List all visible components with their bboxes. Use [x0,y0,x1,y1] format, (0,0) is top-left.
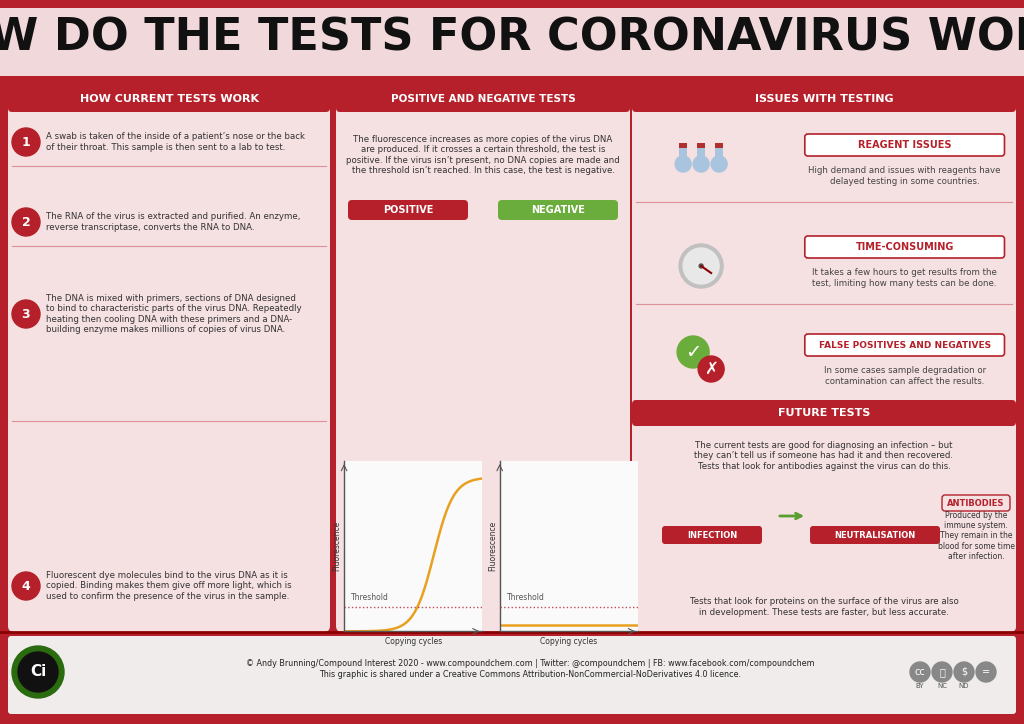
FancyBboxPatch shape [805,158,1005,194]
Text: TIME-CONSUMING: TIME-CONSUMING [855,242,953,252]
FancyBboxPatch shape [348,200,468,220]
FancyBboxPatch shape [8,636,1016,714]
Bar [715,143,723,148]
FancyBboxPatch shape [632,400,1016,426]
FancyBboxPatch shape [8,86,330,112]
FancyBboxPatch shape [632,86,1016,112]
Text: INFECTION: INFECTION [687,531,737,539]
Circle shape [12,300,40,328]
Text: REAGENT ISSUES: REAGENT ISSUES [858,140,951,150]
Circle shape [679,244,723,288]
Bar [0,0,1024,76]
FancyBboxPatch shape [805,134,1005,156]
Circle shape [677,336,709,368]
Text: $: $ [961,667,967,677]
Bar [697,143,706,148]
Circle shape [12,572,40,600]
Text: HOW CURRENT TESTS WORK: HOW CURRENT TESTS WORK [80,94,258,104]
Text: 4: 4 [22,579,31,592]
Text: Tests that look for proteins on the surface of the virus are also
in development: Tests that look for proteins on the surf… [689,597,958,617]
Text: Ci: Ci [30,665,46,680]
FancyBboxPatch shape [8,86,330,632]
Bar [0,0,1024,8]
Text: The current tests are good for diagnosing an infection – but
they can’t tell us : The current tests are good for diagnosin… [694,441,953,471]
Text: NEGATIVE: NEGATIVE [531,205,585,215]
Text: =: = [982,667,990,677]
Text: Threshold: Threshold [507,594,545,602]
X-axis label: Copying cycles: Copying cycles [385,637,441,646]
Bar [0,632,1024,724]
Bar [679,144,687,164]
Circle shape [12,128,40,156]
Bar [8,114,330,156]
Text: ANTIBODIES: ANTIBODIES [947,499,1005,508]
Bar [0,76,1024,86]
Text: The RNA of the virus is extracted and purified. An enzyme,
reverse transcriptase: The RNA of the virus is extracted and pu… [46,212,300,232]
Circle shape [932,662,952,682]
FancyBboxPatch shape [805,358,1005,394]
Text: ND: ND [958,683,970,689]
FancyBboxPatch shape [632,350,1016,632]
Circle shape [910,662,930,682]
Circle shape [12,208,40,236]
Text: Threshold: Threshold [351,594,389,602]
FancyBboxPatch shape [336,86,630,632]
Text: ISSUES WITH TESTING: ISSUES WITH TESTING [755,94,893,104]
FancyBboxPatch shape [662,526,762,544]
FancyBboxPatch shape [805,236,1005,258]
Text: 3: 3 [22,308,31,321]
Text: ⓘ: ⓘ [939,667,945,677]
Bar [697,144,706,164]
Text: FUTURE TESTS: FUTURE TESTS [778,408,870,418]
Text: HOW DO THE TESTS FOR CORONAVIRUS WORK?: HOW DO THE TESTS FOR CORONAVIRUS WORK? [0,17,1024,59]
Bar [679,143,687,148]
Bar [715,144,723,164]
Text: The DNA is mixed with primers, sections of DNA designed
to bind to characteristi: The DNA is mixed with primers, sections … [46,294,302,334]
Y-axis label: Fluorescence: Fluorescence [332,521,341,571]
Circle shape [698,356,724,382]
Text: FALSE POSITIVES AND NEGATIVES: FALSE POSITIVES AND NEGATIVES [818,340,990,350]
FancyBboxPatch shape [942,495,1010,511]
Circle shape [18,652,58,692]
Text: POSITIVE: POSITIVE [383,205,433,215]
Text: Fluorescent dye molecules bind to the virus DNA as it is
copied. Binding makes t: Fluorescent dye molecules bind to the vi… [46,571,292,601]
Text: 1: 1 [22,135,31,148]
FancyBboxPatch shape [336,86,630,112]
Text: © Andy Brunning/Compound Interest 2020 - www.compoundchem.com | Twitter: @compou: © Andy Brunning/Compound Interest 2020 -… [246,660,814,678]
X-axis label: Copying cycles: Copying cycles [541,637,597,646]
Circle shape [693,156,709,172]
Text: NC: NC [937,683,947,689]
Circle shape [12,646,63,698]
Text: It takes a few hours to get results from the
test, limiting how many tests can b: It takes a few hours to get results from… [812,269,997,287]
FancyBboxPatch shape [640,428,1008,484]
Text: POSITIVE AND NEGATIVE TESTS: POSITIVE AND NEGATIVE TESTS [390,94,575,104]
Circle shape [954,662,974,682]
Circle shape [699,264,703,268]
Circle shape [675,156,691,172]
Text: High demand and issues with reagents have
delayed testing in some countries.: High demand and issues with reagents hav… [808,167,1000,185]
FancyBboxPatch shape [805,334,1005,356]
Text: ✗: ✗ [705,360,718,378]
FancyBboxPatch shape [632,86,1016,632]
Text: 2: 2 [22,216,31,229]
Circle shape [683,248,719,284]
Circle shape [711,156,727,172]
Text: NEUTRALISATION: NEUTRALISATION [835,531,915,539]
Text: cc: cc [914,667,926,677]
FancyBboxPatch shape [498,200,618,220]
FancyBboxPatch shape [640,586,1008,628]
Text: ✓: ✓ [685,342,701,361]
Text: Produced by the
immune system.
They remain in the
blood for some time
after infe: Produced by the immune system. They rema… [938,510,1015,561]
FancyBboxPatch shape [805,260,1005,296]
Text: A swab is taken of the inside of a patient’s nose or the back
of their throat. T: A swab is taken of the inside of a patie… [46,132,305,152]
Text: The fluorescence increases as more copies of the virus DNA
are produced. If it c: The fluorescence increases as more copie… [346,135,620,175]
FancyBboxPatch shape [344,116,622,194]
Y-axis label: Fluorescence: Fluorescence [487,521,497,571]
Bar [0,632,1024,724]
Text: In some cases sample degradation or
contamination can affect the results.: In some cases sample degradation or cont… [823,366,986,386]
Text: BY: BY [915,683,925,689]
Circle shape [976,662,996,682]
FancyBboxPatch shape [810,526,940,544]
